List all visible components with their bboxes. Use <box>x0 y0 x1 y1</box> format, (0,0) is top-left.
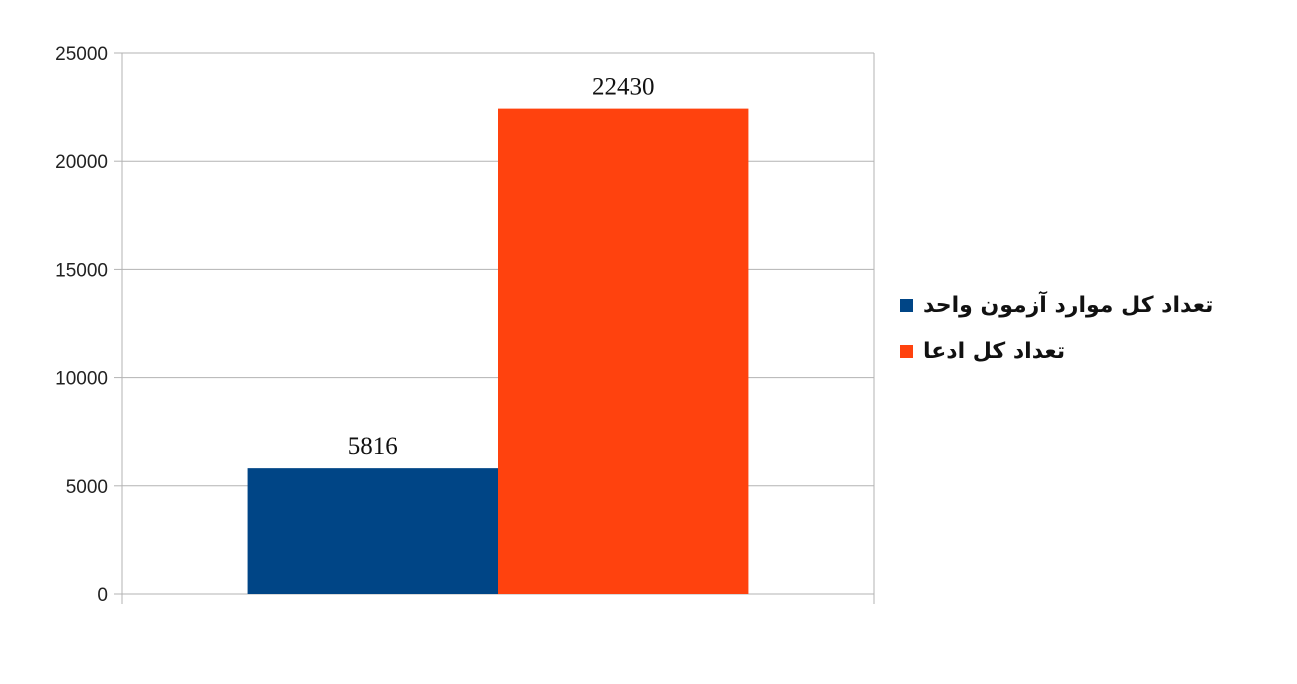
y-tick-labels: 0 5000 10000 15000 20000 25000 <box>55 44 108 606</box>
legend-swatch-unit-tests <box>900 298 913 312</box>
data-labels: 5816 22430 <box>348 74 655 461</box>
y-tick-label-20000: 20000 <box>55 152 108 173</box>
data-label-series-0: 5816 <box>348 433 398 460</box>
legend-item-assertions: تعداد کل ادعا <box>900 328 1213 374</box>
bars <box>247 108 749 594</box>
legend-swatch-assertions <box>900 344 913 358</box>
data-label-series-1: 22430 <box>592 74 655 101</box>
legend: تعداد کل موارد آزمون واحد تعداد کل ادعا <box>900 282 1213 374</box>
y-tick-label-10000: 10000 <box>55 369 108 390</box>
legend-label-assertions: تعداد کل ادعا <box>923 338 1066 364</box>
legend-item-unit-tests: تعداد کل موارد آزمون واحد <box>900 282 1213 328</box>
y-tick-label-25000: 25000 <box>55 44 108 65</box>
bar-series-0 <box>247 468 498 594</box>
y-tick-label-15000: 15000 <box>55 260 108 281</box>
axes <box>114 52 875 604</box>
y-tick-label-0: 0 <box>97 585 108 606</box>
y-tick-label-5000: 5000 <box>66 477 108 498</box>
bar-series-1 <box>498 108 749 594</box>
legend-label-unit-tests: تعداد کل موارد آزمون واحد <box>923 292 1214 318</box>
